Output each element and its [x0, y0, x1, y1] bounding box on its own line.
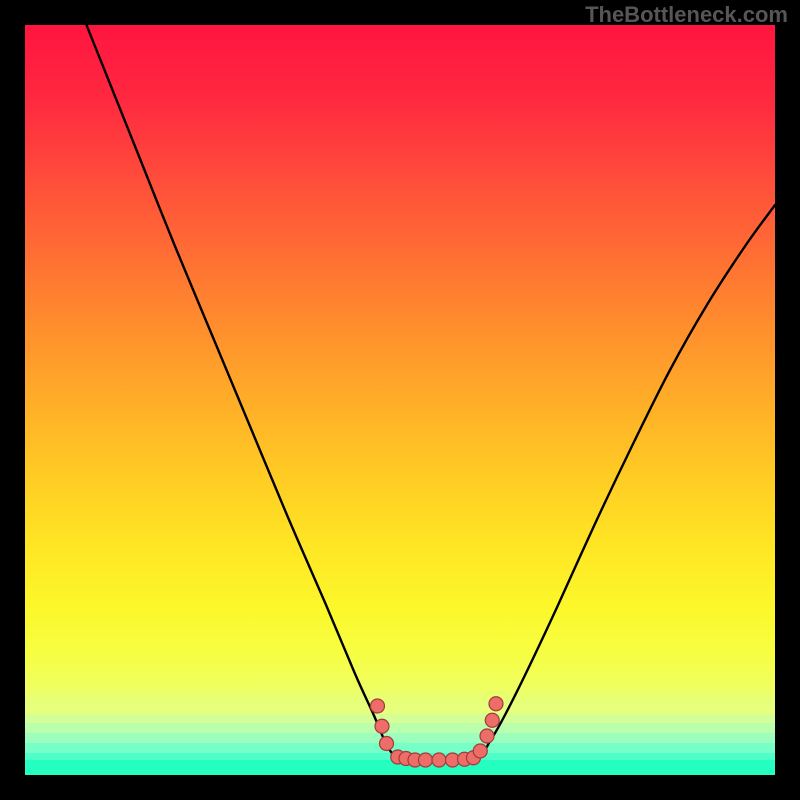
curve-overlay — [25, 25, 775, 775]
data-point-marker — [371, 699, 385, 713]
data-point-marker — [489, 697, 503, 711]
data-point-marker — [432, 753, 446, 767]
data-point-marker — [375, 719, 389, 733]
watermark-text: TheBottleneck.com — [585, 2, 788, 28]
data-point-marker — [480, 729, 494, 743]
data-point-marker — [419, 753, 433, 767]
data-point-marker — [485, 713, 499, 727]
plot-area — [25, 25, 775, 775]
data-point-marker — [380, 737, 394, 751]
chart-frame: TheBottleneck.com — [0, 0, 800, 800]
bottleneck-curve — [87, 25, 776, 760]
data-point-marker — [473, 744, 487, 758]
